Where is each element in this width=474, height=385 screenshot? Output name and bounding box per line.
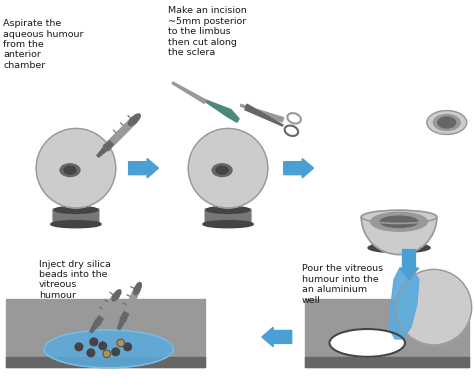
FancyArrow shape: [262, 327, 292, 346]
Polygon shape: [94, 294, 119, 326]
FancyBboxPatch shape: [372, 222, 426, 249]
Polygon shape: [133, 115, 139, 121]
Ellipse shape: [368, 243, 430, 253]
Circle shape: [87, 349, 95, 357]
Polygon shape: [118, 319, 125, 330]
Circle shape: [124, 343, 131, 351]
Polygon shape: [115, 291, 121, 296]
FancyBboxPatch shape: [205, 209, 251, 225]
Polygon shape: [120, 287, 140, 321]
FancyBboxPatch shape: [6, 299, 205, 367]
Polygon shape: [120, 312, 128, 321]
Circle shape: [90, 338, 98, 346]
Ellipse shape: [60, 164, 80, 176]
Ellipse shape: [380, 216, 418, 228]
Ellipse shape: [427, 110, 466, 134]
Ellipse shape: [44, 330, 173, 368]
Polygon shape: [205, 100, 239, 122]
Ellipse shape: [212, 164, 232, 176]
Ellipse shape: [54, 206, 98, 213]
Circle shape: [112, 348, 119, 356]
Ellipse shape: [361, 210, 437, 223]
Polygon shape: [245, 104, 283, 126]
Ellipse shape: [51, 221, 101, 228]
FancyArrow shape: [284, 159, 313, 178]
Polygon shape: [94, 316, 103, 326]
Ellipse shape: [373, 218, 425, 228]
Ellipse shape: [134, 283, 141, 295]
Ellipse shape: [203, 221, 253, 228]
Text: Make an incision
~5mm posterior
to the limbus
then cut along
the sclera: Make an incision ~5mm posterior to the l…: [168, 7, 247, 57]
Text: Aspirate the
aqueous humour
from the
anterior
chamber: Aspirate the aqueous humour from the ant…: [3, 19, 84, 70]
Ellipse shape: [438, 117, 456, 128]
FancyBboxPatch shape: [305, 357, 469, 367]
Polygon shape: [389, 268, 419, 339]
Ellipse shape: [216, 166, 228, 174]
FancyBboxPatch shape: [305, 299, 469, 367]
Circle shape: [99, 342, 107, 350]
Polygon shape: [103, 141, 113, 151]
Circle shape: [36, 129, 116, 208]
Ellipse shape: [371, 213, 428, 231]
Polygon shape: [240, 104, 284, 122]
Ellipse shape: [433, 115, 460, 131]
Ellipse shape: [64, 166, 76, 174]
Circle shape: [188, 129, 268, 208]
Circle shape: [75, 343, 82, 351]
Text: Pour the vitreous
humour into the
an aluminium
well: Pour the vitreous humour into the an alu…: [301, 264, 383, 305]
FancyBboxPatch shape: [53, 209, 99, 225]
Polygon shape: [103, 117, 137, 151]
Wedge shape: [361, 217, 437, 254]
Polygon shape: [97, 146, 108, 157]
FancyArrow shape: [399, 249, 419, 280]
FancyArrow shape: [128, 159, 158, 178]
Text: Inject dry silica
beads into the
vitreous
humour: Inject dry silica beads into the vitreou…: [39, 259, 111, 300]
Ellipse shape: [206, 206, 250, 213]
Circle shape: [103, 350, 110, 358]
Polygon shape: [90, 323, 99, 333]
Ellipse shape: [329, 329, 405, 357]
Polygon shape: [172, 82, 206, 104]
Circle shape: [396, 270, 472, 345]
Circle shape: [117, 339, 125, 346]
Ellipse shape: [128, 114, 140, 126]
Polygon shape: [136, 284, 141, 290]
Ellipse shape: [112, 290, 121, 301]
FancyBboxPatch shape: [6, 357, 205, 367]
